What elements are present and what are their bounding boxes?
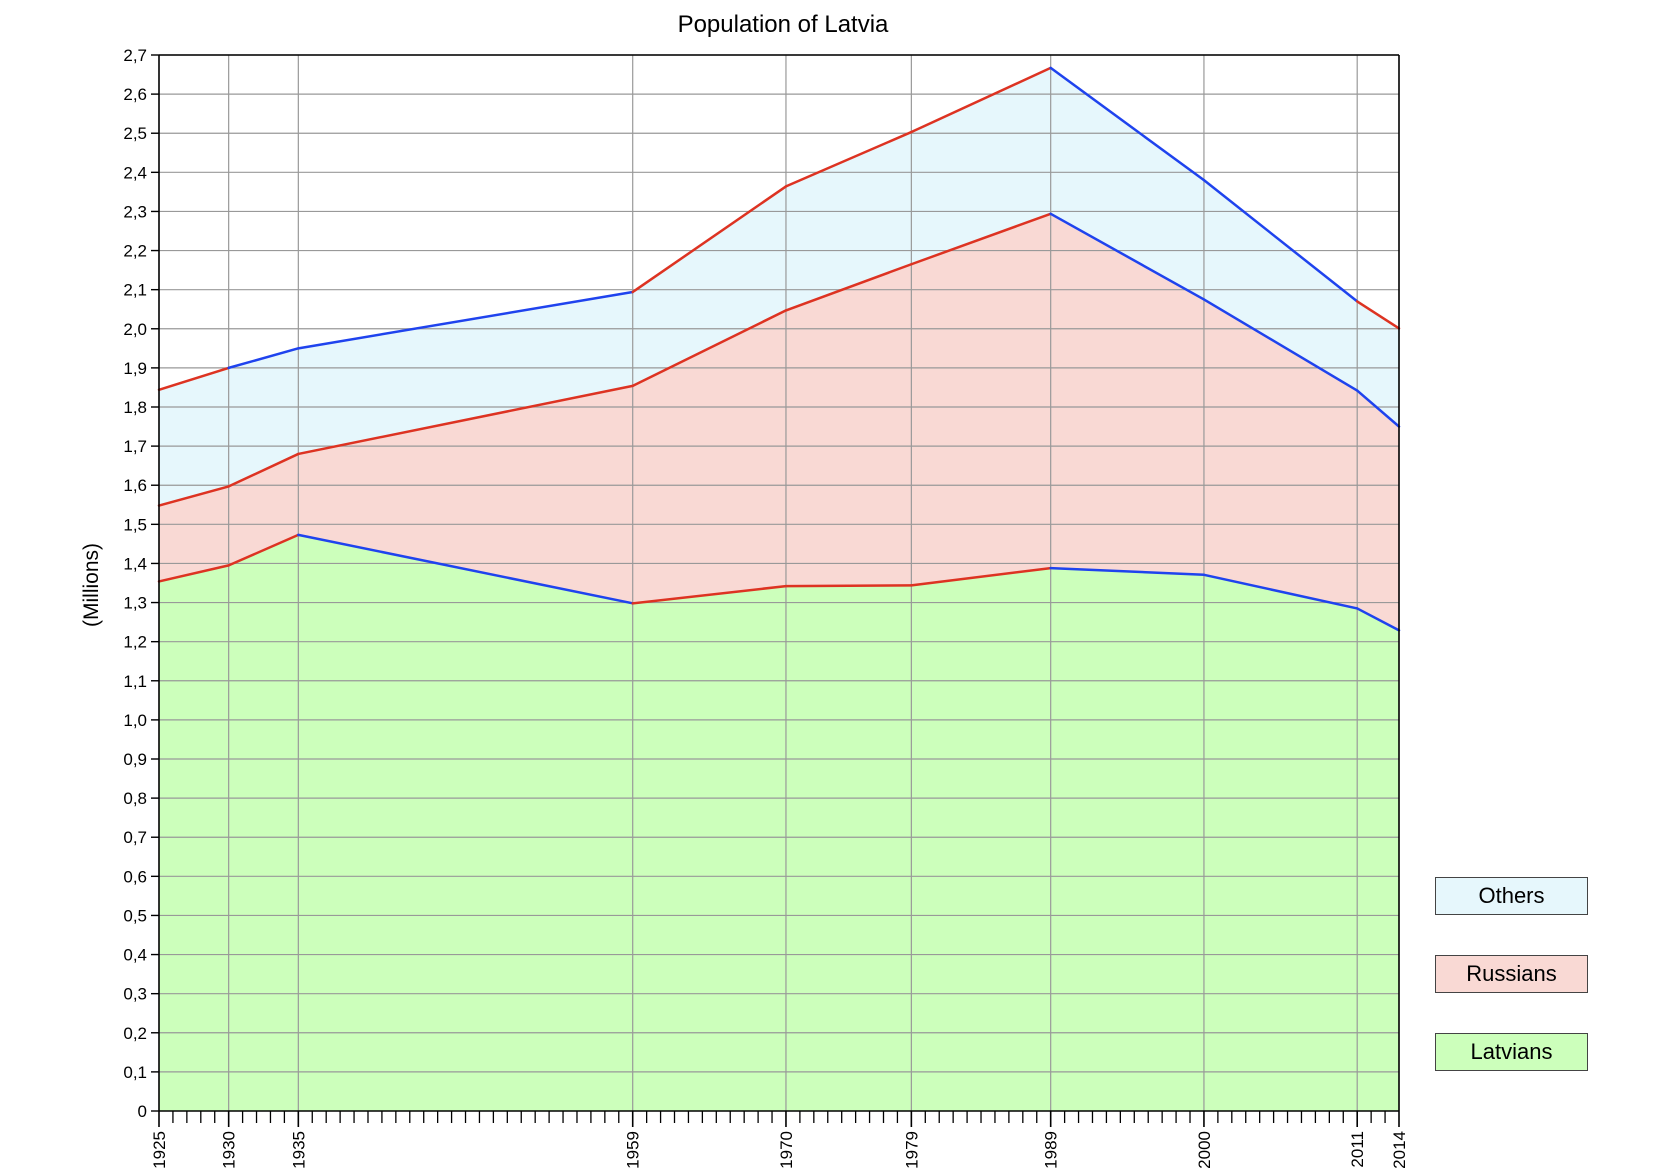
line-segment-latvians [910, 566, 1052, 587]
y-tick-label: 2,1 [123, 281, 147, 300]
y-axis-ticks: 0 0,1 0,2 0,3 0,4 0,5 0,6 0,7 0,8 0,9 1,0 1,1 1,2 1,3… [123, 46, 159, 1121]
line-segment-latvians [784, 584, 913, 588]
y-tick-label: 0,3 [123, 985, 147, 1004]
y-tick-label: 0,8 [123, 789, 147, 808]
line-segment-others [1202, 178, 1359, 303]
y-tick-label: 0,2 [123, 1024, 147, 1043]
line-segment-others [1355, 300, 1401, 330]
y-tick-label: 1,7 [123, 437, 147, 456]
line-segment-russians [784, 262, 913, 312]
line-segment-latvians [297, 533, 634, 605]
x-tick-label: 2014 [1390, 1131, 1409, 1169]
y-tick-label: 1,4 [123, 554, 147, 573]
y-tick-label: 2,2 [123, 242, 147, 261]
area-russians [159, 213, 1399, 631]
x-tick-label: 1970 [777, 1131, 796, 1169]
line-segment-others [157, 366, 230, 392]
y-tick-label: 0,9 [123, 750, 147, 769]
line-segment-russians [1202, 298, 1359, 392]
legend-item-russians: Russians [1435, 955, 1588, 993]
line-segment-russians [157, 485, 230, 507]
y-tick-label: 0,6 [123, 867, 147, 886]
y-axis-label: (Millions) [80, 543, 103, 627]
y-tick-label: 1,2 [123, 633, 147, 652]
line-segment-russians [1355, 389, 1401, 428]
y-tick-label: 2,6 [123, 85, 147, 104]
x-tick-label: 1989 [1042, 1131, 1061, 1169]
area-latvians [159, 534, 1399, 1111]
y-tick-label: 2,4 [123, 163, 147, 182]
y-tick-label: 0,5 [123, 906, 147, 925]
area-others [159, 67, 1399, 506]
series-lines [157, 66, 1401, 632]
y-tick-label: 2,7 [123, 46, 147, 65]
line-segment-latvians [1202, 573, 1359, 610]
axes [158, 54, 1400, 1112]
y-tick-label: 0 [138, 1102, 147, 1121]
line-segment-russians [227, 452, 300, 488]
line-segment-russians [910, 212, 1052, 266]
y-tick-label: 2,5 [123, 124, 147, 143]
y-tick-label: 0,1 [123, 1063, 147, 1082]
legend-label-russians: Russians [1466, 961, 1557, 986]
x-tick-label: 1935 [289, 1131, 308, 1169]
line-segment-russians [631, 309, 788, 388]
stacked-areas [159, 67, 1399, 1111]
y-tick-label: 2,3 [123, 202, 147, 221]
y-tick-label: 1,3 [123, 594, 147, 613]
y-tick-label: 1,5 [123, 515, 147, 534]
y-tick-label: 1,8 [123, 398, 147, 417]
y-tick-label: 1,9 [123, 359, 147, 378]
legend-label-others: Others [1478, 883, 1545, 908]
line-segment-russians [1049, 212, 1206, 301]
y-tick-label: 0,4 [123, 946, 147, 965]
line-segment-russians [297, 384, 634, 456]
x-tick-label: 1959 [624, 1131, 643, 1169]
x-tick-label: 2011 [1348, 1131, 1367, 1168]
line-segment-others [631, 185, 788, 294]
line-segment-others [1049, 66, 1206, 182]
grid-lines [159, 54, 1399, 1111]
chart-title: Population of Latvia [678, 11, 889, 38]
x-tick-label: 1930 [220, 1131, 239, 1169]
line-segment-latvians [157, 564, 230, 583]
y-tick-label: 1,6 [123, 476, 147, 495]
x-tick-label: 1925 [150, 1131, 169, 1169]
y-tick-label: 2,0 [123, 320, 147, 339]
x-tick-label: 2000 [1195, 1131, 1214, 1169]
legend-label-latvians: Latvians [1470, 1039, 1553, 1064]
line-segment-latvians [227, 533, 300, 567]
y-tick-label: 1,0 [123, 711, 147, 730]
x-axis-ticks: 1925 1930 1935 1959 1970 1979 1989 2000 2011 2014 [150, 1111, 1409, 1169]
line-segment-others [910, 66, 1052, 134]
line-segment-latvians [1355, 607, 1401, 632]
line-segment-others [227, 347, 300, 370]
line-segment-others [297, 290, 634, 350]
legend-item-latvians: Latvians [1435, 1033, 1588, 1071]
x-tick-label: 1979 [902, 1131, 921, 1169]
legend-item-others: Others [1435, 877, 1588, 915]
line-segment-latvians [1049, 566, 1206, 577]
y-tick-label: 0,7 [123, 828, 147, 847]
y-tick-label: 1,1 [123, 672, 147, 691]
line-segment-others [784, 130, 913, 188]
line-segment-latvians [631, 584, 788, 605]
